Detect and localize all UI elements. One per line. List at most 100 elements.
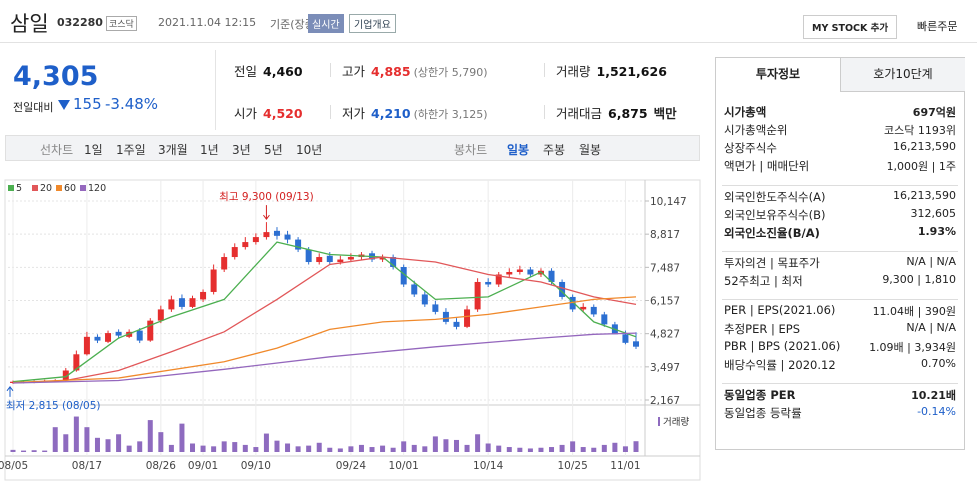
volume-bar — [274, 440, 280, 452]
candle-body — [168, 299, 175, 310]
info-value: 코스닥 1193위 — [884, 124, 956, 137]
volume-bar — [126, 445, 132, 452]
info-value: 0.70% — [921, 357, 956, 370]
mystock-button[interactable]: MY STOCK 추가 — [803, 15, 898, 39]
info-row: PBR | BPS (2021.06) 1.09배 | 3,934원 — [722, 339, 958, 357]
info-value: 11.04배 | 390원 — [872, 305, 956, 318]
period-tab[interactable]: 선차트 — [40, 143, 74, 157]
y-tick-label: 8,817 — [650, 229, 680, 241]
info-row: 외국인한도주식수(A) 16,213,590 — [722, 189, 958, 207]
volume-bar — [485, 443, 491, 452]
summary-value: 4,210 — [371, 106, 411, 121]
side-tab[interactable]: 호가10단계 — [840, 58, 965, 92]
x-tick-label: 10/01 — [389, 460, 419, 472]
change-percent: -3.48% — [105, 95, 159, 113]
volume-bar — [190, 443, 196, 452]
info-value: 1.09배 | 3,934원 — [869, 341, 956, 354]
period-tab[interactable]: 10년 — [296, 143, 323, 157]
candle-tab[interactable]: 월봉 — [579, 143, 602, 157]
volume-bar — [622, 446, 628, 452]
info-label: 52주최고 | 최저 — [724, 274, 803, 288]
period-tab[interactable]: 5년 — [264, 143, 283, 157]
volume-bar — [116, 434, 122, 452]
volume-bar — [295, 446, 301, 452]
candle-body — [189, 298, 196, 307]
volume-bar — [380, 445, 386, 452]
volume-bar — [549, 447, 555, 452]
volume-bar — [612, 442, 618, 452]
volume-bar — [506, 447, 512, 452]
info-value: N/A | N/A — [906, 255, 956, 268]
volume-swatch — [658, 417, 660, 426]
volume-bar — [21, 450, 27, 452]
period-tab[interactable]: 3년 — [232, 143, 251, 157]
info-label: 동일업종 PER — [724, 388, 796, 402]
summary-item: 시가 4,520 — [234, 103, 303, 122]
volume-bar — [475, 434, 481, 452]
volume-bar — [316, 442, 322, 452]
candle-body — [273, 230, 280, 236]
volume-bar — [94, 437, 100, 452]
separator — [544, 105, 545, 119]
legend-label: 5 — [16, 183, 22, 194]
candle-tab[interactable]: 봉차트 — [454, 143, 488, 157]
y-tick-label: 6,157 — [650, 296, 680, 308]
volume-bar — [432, 436, 438, 452]
volume-bar — [337, 448, 343, 452]
market-badge: 코스닥 — [106, 16, 137, 31]
legend-label: 20 — [40, 183, 52, 194]
volume-bar — [390, 447, 396, 452]
volume-bar — [306, 445, 312, 452]
candle-body — [316, 257, 323, 263]
info-label: 외국인보유주식수(B) — [724, 208, 826, 222]
price-box: 4,305 전일대비 155 -3.48% — [5, 57, 210, 127]
realtime-button[interactable]: 실시간 — [308, 14, 344, 33]
summary-item: 고가 4,885 (상한가 5,790) — [330, 61, 488, 80]
candle-body — [569, 296, 576, 310]
candle-tab[interactable]: 주봉 — [543, 143, 566, 157]
period-tab[interactable]: 1일 — [84, 143, 103, 157]
candle-body — [590, 306, 597, 315]
summary-label: 시가 — [234, 106, 258, 121]
info-group: 동일업종 PER 10.21배 동일업종 등락률 -0.14% — [722, 383, 958, 426]
overview-dropdown[interactable]: 기업개요 — [349, 14, 396, 33]
info-label: 동일업종 등락률 — [724, 406, 802, 420]
down-arrow — [58, 100, 70, 110]
legend-swatch — [8, 185, 14, 191]
period-tab[interactable]: 3개월 — [158, 143, 188, 157]
candle-body — [295, 239, 302, 250]
volume-bar — [168, 444, 174, 452]
volume-bar — [369, 447, 375, 452]
summary-label: 거래량 — [556, 64, 591, 79]
side-tab[interactable]: 투자정보 — [716, 58, 840, 91]
ma-line — [12, 256, 637, 384]
summary-label: 고가 — [342, 64, 366, 79]
volume-bar — [591, 447, 597, 452]
info-group: 시가총액 697억원 시가총액순위 코스닥 1193위 상장주식수 16,213,590 액… — [722, 101, 958, 179]
legend-swatch — [56, 185, 62, 191]
info-value: 312,605 — [910, 207, 957, 220]
info-label: 배당수익률 | 2020.12 — [724, 358, 836, 372]
candle-body — [601, 314, 608, 325]
volume-bar — [285, 443, 291, 452]
legend-label: 60 — [64, 183, 76, 194]
info-row: 액면가 | 매매단위 1,000원 | 1주 — [722, 158, 958, 176]
info-label: 투자의견 | 목표주가 — [724, 256, 820, 270]
period-tab[interactable]: 1주일 — [116, 143, 146, 157]
candle-body — [62, 370, 69, 381]
candle-body — [464, 309, 471, 327]
basis: 기준(장중) — [270, 18, 320, 31]
low-annotation: 최저 2,815 (08/05) — [6, 400, 101, 412]
volume-bar — [147, 420, 153, 452]
info-label: PER | EPS(2021.06) — [724, 303, 836, 317]
quick-order[interactable]: 빠른주문 — [917, 20, 958, 33]
candle-tab[interactable]: 일봉 — [507, 143, 530, 157]
candle-body — [200, 291, 207, 300]
period-tab[interactable]: 1년 — [200, 143, 219, 157]
candle-body — [485, 281, 492, 285]
candle-body — [94, 336, 101, 341]
info-row: 외국인보유주식수(B) 312,605 — [722, 207, 958, 225]
info-group: PER | EPS(2021.06) 11.04배 | 390원 추정PER | E… — [722, 299, 958, 378]
candle-body — [527, 269, 534, 275]
